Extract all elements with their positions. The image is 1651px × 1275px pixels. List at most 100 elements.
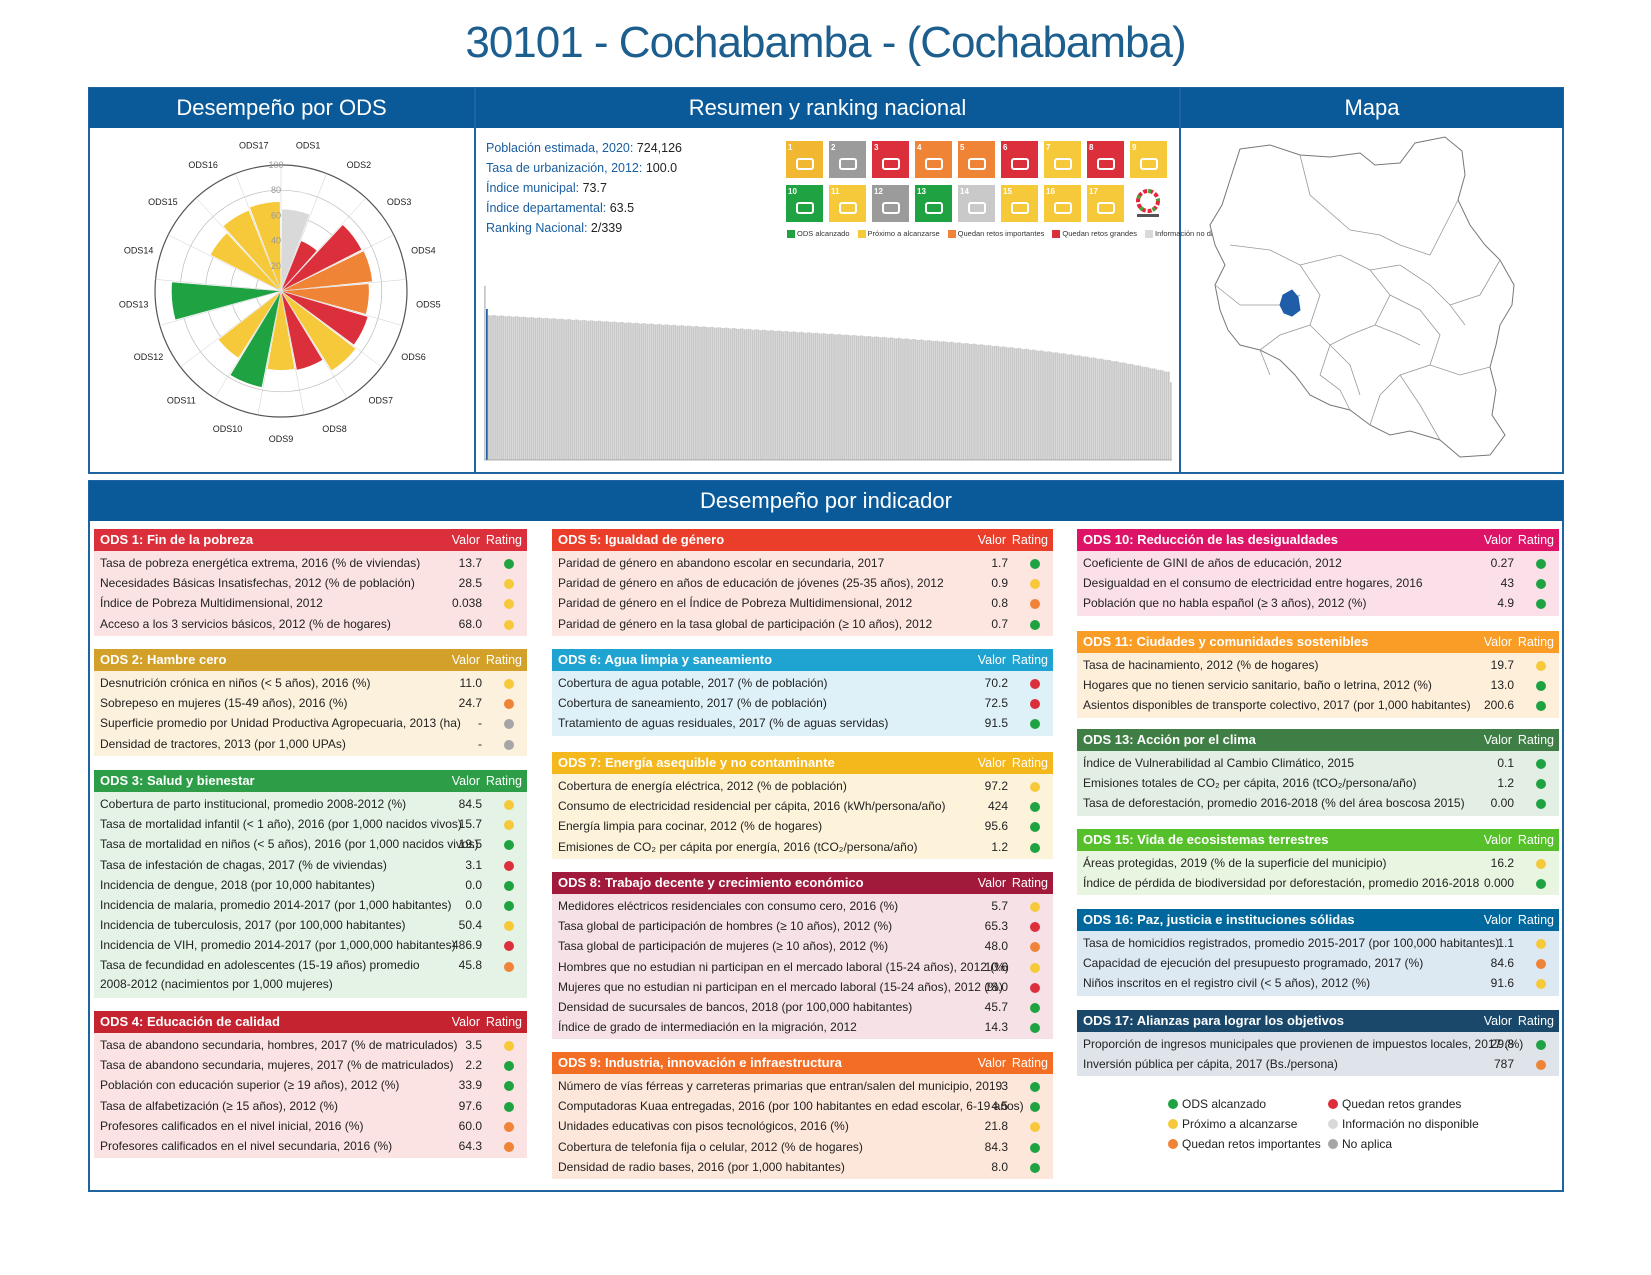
fish-icon: 14 xyxy=(958,185,995,222)
ranking-bar xyxy=(1064,353,1067,460)
indicator-row: Cobertura de saneamiento, 2017 (% de pob… xyxy=(552,693,1053,713)
ranking-bar xyxy=(908,339,910,460)
ranking-bar xyxy=(1033,349,1036,460)
ranking-bar xyxy=(490,315,492,460)
indicator-value: 72.5 xyxy=(984,696,1008,711)
indicator-value: 16.2 xyxy=(1490,856,1514,870)
angular-gridline xyxy=(280,290,382,368)
block-title: ODS 7: Energía asequible y no contaminan… xyxy=(558,755,835,770)
ranking-bar xyxy=(796,332,799,460)
ranking-bar xyxy=(648,323,651,460)
ranking-bar xyxy=(898,337,900,460)
indicator-label: Capacidad de ejecución del presupuesto p… xyxy=(1083,956,1424,971)
sdg-tile-glyph xyxy=(1139,158,1158,170)
legend-dot xyxy=(1168,1139,1178,1149)
column-header-value: Valor xyxy=(977,533,1006,547)
rating-dot xyxy=(504,599,514,610)
block-header: ODS 9: Industria, innovación e infraestr… xyxy=(552,1052,1053,1074)
sdg-tile-number: 15 xyxy=(1003,187,1012,196)
rating-dot xyxy=(504,719,514,730)
gender-icon: 5 xyxy=(958,141,995,178)
rating-dot xyxy=(1030,719,1040,730)
ranking-bar xyxy=(989,345,992,460)
ranking-bar xyxy=(546,317,549,460)
ranking-bar xyxy=(494,315,496,460)
ranking-bar xyxy=(816,332,819,460)
indicator-block: ODS 17: Alianzas para lograr los objetiv… xyxy=(1077,1010,1559,1077)
indicator-label: Cobertura de agua potable, 2017 (% de po… xyxy=(558,676,828,690)
bowl-icon: 2 xyxy=(829,141,866,178)
indicator-row: Paridad de género en años de educación d… xyxy=(552,573,1053,593)
indicator-value: 1.7 xyxy=(991,556,1008,570)
indicator-row: Índice de pérdida de biodiversidad por d… xyxy=(1077,873,1559,893)
indicator-value: 48.0 xyxy=(984,939,1008,954)
sdg-tile-glyph xyxy=(967,202,986,214)
indicator-label: Profesores calificados en el nivel secun… xyxy=(100,1138,393,1153)
indicator-label: Tasa de fecundidad en adolescentes (15-1… xyxy=(100,957,420,991)
ranking-bar xyxy=(492,315,494,460)
ranking-bar xyxy=(731,328,734,460)
indicator-row: Tasa de alfabetización (≥ 15 años), 2012… xyxy=(94,1096,527,1116)
ranking-bar xyxy=(814,332,817,460)
indicator-block: ODS 2: Hambre cero Valor Rating Desnutrició… xyxy=(94,649,527,756)
page-title: 30101 - Cochabamba - (Cochabamba) xyxy=(465,18,1186,67)
sdg-tile-number: 2 xyxy=(831,143,836,152)
ranking-bar xyxy=(784,331,787,460)
indicator-value: 65.3 xyxy=(984,919,1008,934)
ranking-bar xyxy=(956,342,959,460)
ranking-bar xyxy=(636,322,638,460)
ranking-bar xyxy=(593,321,596,460)
ranking-bar xyxy=(520,317,523,460)
column-header-rating: Rating xyxy=(485,653,522,667)
rating-dot xyxy=(504,559,514,569)
ranking-bar xyxy=(971,343,973,460)
ranking-bar xyxy=(857,335,860,460)
block-title: ODS 10: Reducción de las desigualdades xyxy=(1083,532,1339,547)
block-title: ODS 8: Trabajo decente y crecimiento eco… xyxy=(558,875,864,890)
ranking-bar xyxy=(488,315,490,460)
ranking-bar xyxy=(691,326,693,460)
block-title: ODS 3: Salud y bienestar xyxy=(100,773,255,788)
ranking-bar xyxy=(804,332,807,460)
ranking-bar xyxy=(548,318,551,460)
ranking-bar xyxy=(952,342,955,460)
indicator-value: 15.7 xyxy=(458,817,482,832)
ranking-bar xyxy=(506,316,509,460)
indicator-label: Inversión pública per cápita, 2017 (Bs./… xyxy=(1083,1057,1338,1072)
ranking-bar xyxy=(800,331,803,460)
ranking-bar xyxy=(484,285,486,460)
indicator-row: Índice de Vulnerabilidad al Cambio Climá… xyxy=(1077,753,1559,773)
ranking-bar xyxy=(969,343,971,460)
rating-dot xyxy=(1030,1002,1040,1013)
ranking-bar xyxy=(922,339,925,460)
indicator-row: Áreas protegidas, 2019 (% de la superfic… xyxy=(1077,853,1559,873)
legend-item: No aplica xyxy=(1328,1137,1392,1151)
ranking-bar xyxy=(887,337,890,460)
rating-dot xyxy=(504,619,514,630)
indicator-value: 14.3 xyxy=(984,1020,1008,1035)
ranking-bar xyxy=(628,322,630,460)
block-title: ODS 15: Vida de ecosistemas terrestres xyxy=(1083,832,1329,847)
polar-bar-ods10 xyxy=(229,290,282,388)
sdg-tile-number: 13 xyxy=(917,187,926,196)
column-header-rating: Rating xyxy=(1517,1014,1554,1028)
rating-dot xyxy=(1030,802,1040,813)
rating-dot xyxy=(1030,842,1040,853)
category-label: ODS14 xyxy=(124,245,154,255)
ranking-bar xyxy=(875,336,878,460)
ranking-bar xyxy=(701,326,703,460)
ranking-bar xyxy=(749,329,752,460)
ranking-bar xyxy=(544,317,547,460)
ranking-bar xyxy=(1023,348,1026,460)
ranking-bar xyxy=(983,345,985,460)
ranking-bar xyxy=(674,325,677,460)
legend-item: ODS alcanzado xyxy=(1168,1097,1266,1111)
rating-dot xyxy=(504,961,514,972)
rating-dot xyxy=(504,840,514,851)
ranking-bar xyxy=(559,318,561,460)
indicator-label: Densidad de radio bases, 2016 (por 1,000… xyxy=(558,1159,845,1174)
ranking-bar xyxy=(861,335,864,460)
ranking-bar xyxy=(1086,356,1089,460)
indicator-row: Tasa de deforestación, promedio 2016-201… xyxy=(1077,793,1559,813)
ranking-bar xyxy=(617,322,620,460)
